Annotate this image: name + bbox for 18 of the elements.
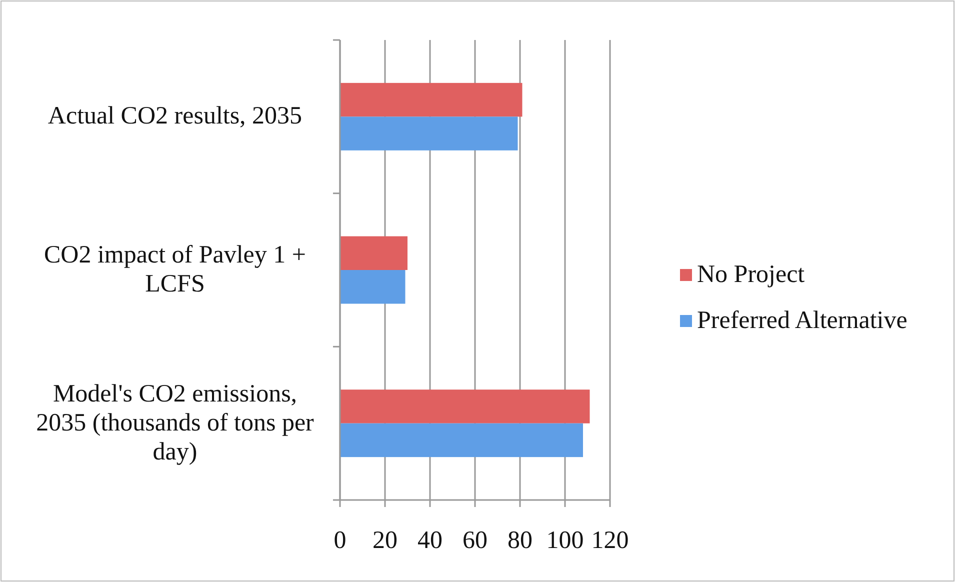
x-tick-label: 0	[334, 527, 346, 554]
bar	[340, 390, 590, 424]
x-tick-label: 60	[462, 527, 488, 554]
bar	[340, 116, 518, 150]
x-tick-label: 120	[591, 527, 629, 554]
legend-label: No Project	[697, 261, 805, 288]
x-tick-label: 100	[546, 527, 584, 554]
bar	[340, 82, 522, 117]
bar	[340, 236, 408, 270]
bar	[340, 423, 583, 458]
x-tick-label: 20	[372, 527, 398, 554]
y-tick-label: Actual CO2 results, 2035	[48, 102, 302, 130]
y-tick-label: CO2 impact of Pavley 1 + LCFS	[44, 242, 306, 298]
x-tick-label: 40	[418, 527, 442, 554]
legend-label: Preferred Alternative	[697, 307, 908, 334]
bar	[340, 270, 406, 304]
x-tick-label: 80	[508, 527, 532, 554]
y-tick-label: Model's CO2 emissions, 2035 (thousands of tons per day)	[36, 380, 315, 466]
